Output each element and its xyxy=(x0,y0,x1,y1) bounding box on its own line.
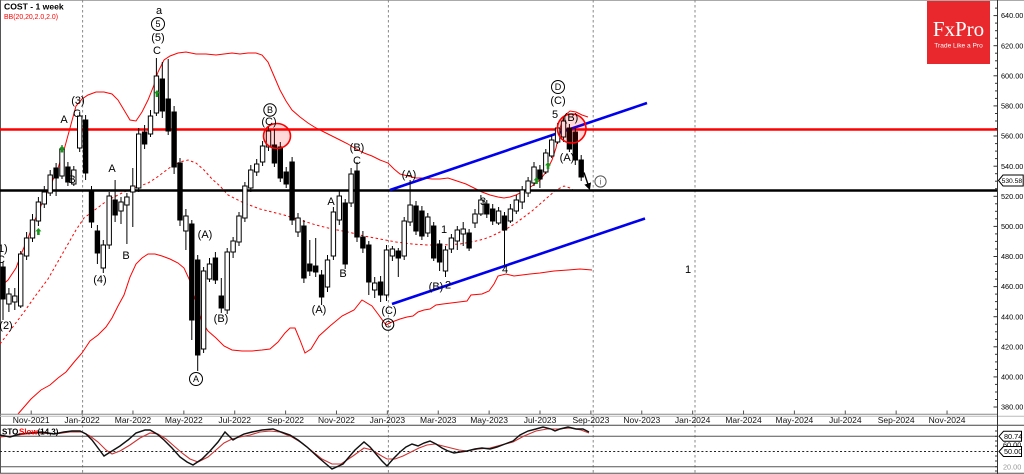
svg-text:440.00: 440.00 xyxy=(1001,312,1023,321)
svg-text:A: A xyxy=(193,374,199,384)
svg-text:(A): (A) xyxy=(312,304,327,316)
svg-text:C: C xyxy=(353,155,361,167)
svg-text:B: B xyxy=(267,105,273,115)
svg-text:STO: STO xyxy=(2,428,18,437)
svg-text:COST - 1 week: COST - 1 week xyxy=(4,2,64,12)
svg-text:Jan-2024: Jan-2024 xyxy=(675,415,711,425)
svg-text:Mar-2024: Mar-2024 xyxy=(725,415,762,425)
svg-text:(B): (B) xyxy=(564,112,579,124)
svg-text:(B): (B) xyxy=(350,142,365,154)
svg-text:a: a xyxy=(156,5,163,17)
svg-text:A: A xyxy=(327,196,335,208)
svg-text:(14,3): (14,3) xyxy=(38,428,59,437)
svg-text:420.00: 420.00 xyxy=(1001,342,1023,351)
svg-text:(C): (C) xyxy=(381,305,396,317)
svg-text:Slow: Slow xyxy=(19,428,38,437)
svg-text:Jan-2023: Jan-2023 xyxy=(370,415,406,425)
svg-text:(5): (5) xyxy=(151,32,164,44)
svg-text:A: A xyxy=(60,114,68,126)
svg-text:Trade Like a Pro: Trade Like a Pro xyxy=(934,43,983,50)
svg-text:Nov-2022: Nov-2022 xyxy=(318,415,355,425)
svg-text:560.00: 560.00 xyxy=(1001,132,1023,141)
svg-text:3: 3 xyxy=(480,196,486,208)
svg-text:5: 5 xyxy=(155,19,160,29)
svg-text:(A): (A) xyxy=(402,169,417,181)
svg-text:530.58: 530.58 xyxy=(1002,178,1023,185)
svg-text:May-2023: May-2023 xyxy=(470,415,508,425)
svg-text:80.74: 80.74 xyxy=(1004,432,1022,441)
svg-text:B: B xyxy=(122,250,129,262)
svg-text:Jul-2022: Jul-2022 xyxy=(218,415,251,425)
svg-text:A: A xyxy=(108,163,116,175)
svg-text:C: C xyxy=(153,45,161,57)
svg-text:620.00: 620.00 xyxy=(1001,41,1023,50)
svg-text:(3): (3) xyxy=(71,95,84,107)
svg-text:B: B xyxy=(68,174,75,186)
svg-text:4: 4 xyxy=(502,264,508,276)
svg-text:(4): (4) xyxy=(93,274,106,286)
svg-text:Sep-2024: Sep-2024 xyxy=(878,415,915,425)
svg-text:Sep-2023: Sep-2023 xyxy=(572,415,609,425)
svg-text:(B): (B) xyxy=(429,281,444,293)
svg-text:Nov-2024: Nov-2024 xyxy=(929,415,966,425)
svg-text:380.00: 380.00 xyxy=(1001,403,1023,412)
svg-text:(B): (B) xyxy=(214,313,229,325)
svg-text:C: C xyxy=(385,320,392,330)
svg-text:520.00: 520.00 xyxy=(1001,192,1023,201)
svg-text:i: i xyxy=(600,178,602,187)
svg-text:(2): (2) xyxy=(0,320,13,332)
svg-text:2: 2 xyxy=(445,280,451,292)
svg-text:1: 1 xyxy=(441,224,447,236)
svg-text:Sep-2022: Sep-2022 xyxy=(267,415,304,425)
svg-text:May-2024: May-2024 xyxy=(775,415,813,425)
svg-text:D: D xyxy=(555,82,562,92)
svg-text:Jan-2022: Jan-2022 xyxy=(64,415,100,425)
svg-text:Nov-2021: Nov-2021 xyxy=(13,415,50,425)
svg-text:(C): (C) xyxy=(261,116,276,128)
svg-text:640.00: 640.00 xyxy=(1001,11,1023,20)
svg-text:480.00: 480.00 xyxy=(1001,252,1023,261)
svg-text:Mar-2023: Mar-2023 xyxy=(420,415,457,425)
svg-text:FxPro: FxPro xyxy=(933,17,984,41)
svg-text:Mar-2022: Mar-2022 xyxy=(115,415,152,425)
svg-text:C: C xyxy=(0,254,5,266)
svg-text:50.00: 50.00 xyxy=(1004,447,1022,456)
svg-text:(1): (1) xyxy=(0,243,8,255)
svg-text:(C): (C) xyxy=(550,95,565,107)
svg-text:20.00: 20.00 xyxy=(1003,462,1021,471)
svg-text:C: C xyxy=(73,108,81,120)
svg-text:400.00: 400.00 xyxy=(1001,373,1023,382)
svg-text:BB(20,20,2.0,2.0): BB(20,20,2.0,2.0) xyxy=(4,14,58,21)
svg-text:500.00: 500.00 xyxy=(1001,222,1023,231)
svg-text:(A): (A) xyxy=(560,152,575,164)
svg-text:(A): (A) xyxy=(198,229,213,241)
svg-text:B: B xyxy=(339,268,346,280)
svg-text:460.00: 460.00 xyxy=(1001,282,1023,291)
svg-text:5: 5 xyxy=(552,109,558,121)
svg-text:540.00: 540.00 xyxy=(1001,162,1023,171)
svg-text:May-2022: May-2022 xyxy=(165,415,203,425)
svg-text:Jul-2023: Jul-2023 xyxy=(524,415,557,425)
svg-text:600.00: 600.00 xyxy=(1001,71,1023,80)
svg-text:1: 1 xyxy=(685,264,691,276)
svg-text:580.00: 580.00 xyxy=(1001,102,1023,111)
svg-text:Jul-2024: Jul-2024 xyxy=(829,415,862,425)
svg-text:Nov-2023: Nov-2023 xyxy=(623,415,660,425)
svg-text:60.00: 60.00 xyxy=(1003,441,1021,450)
